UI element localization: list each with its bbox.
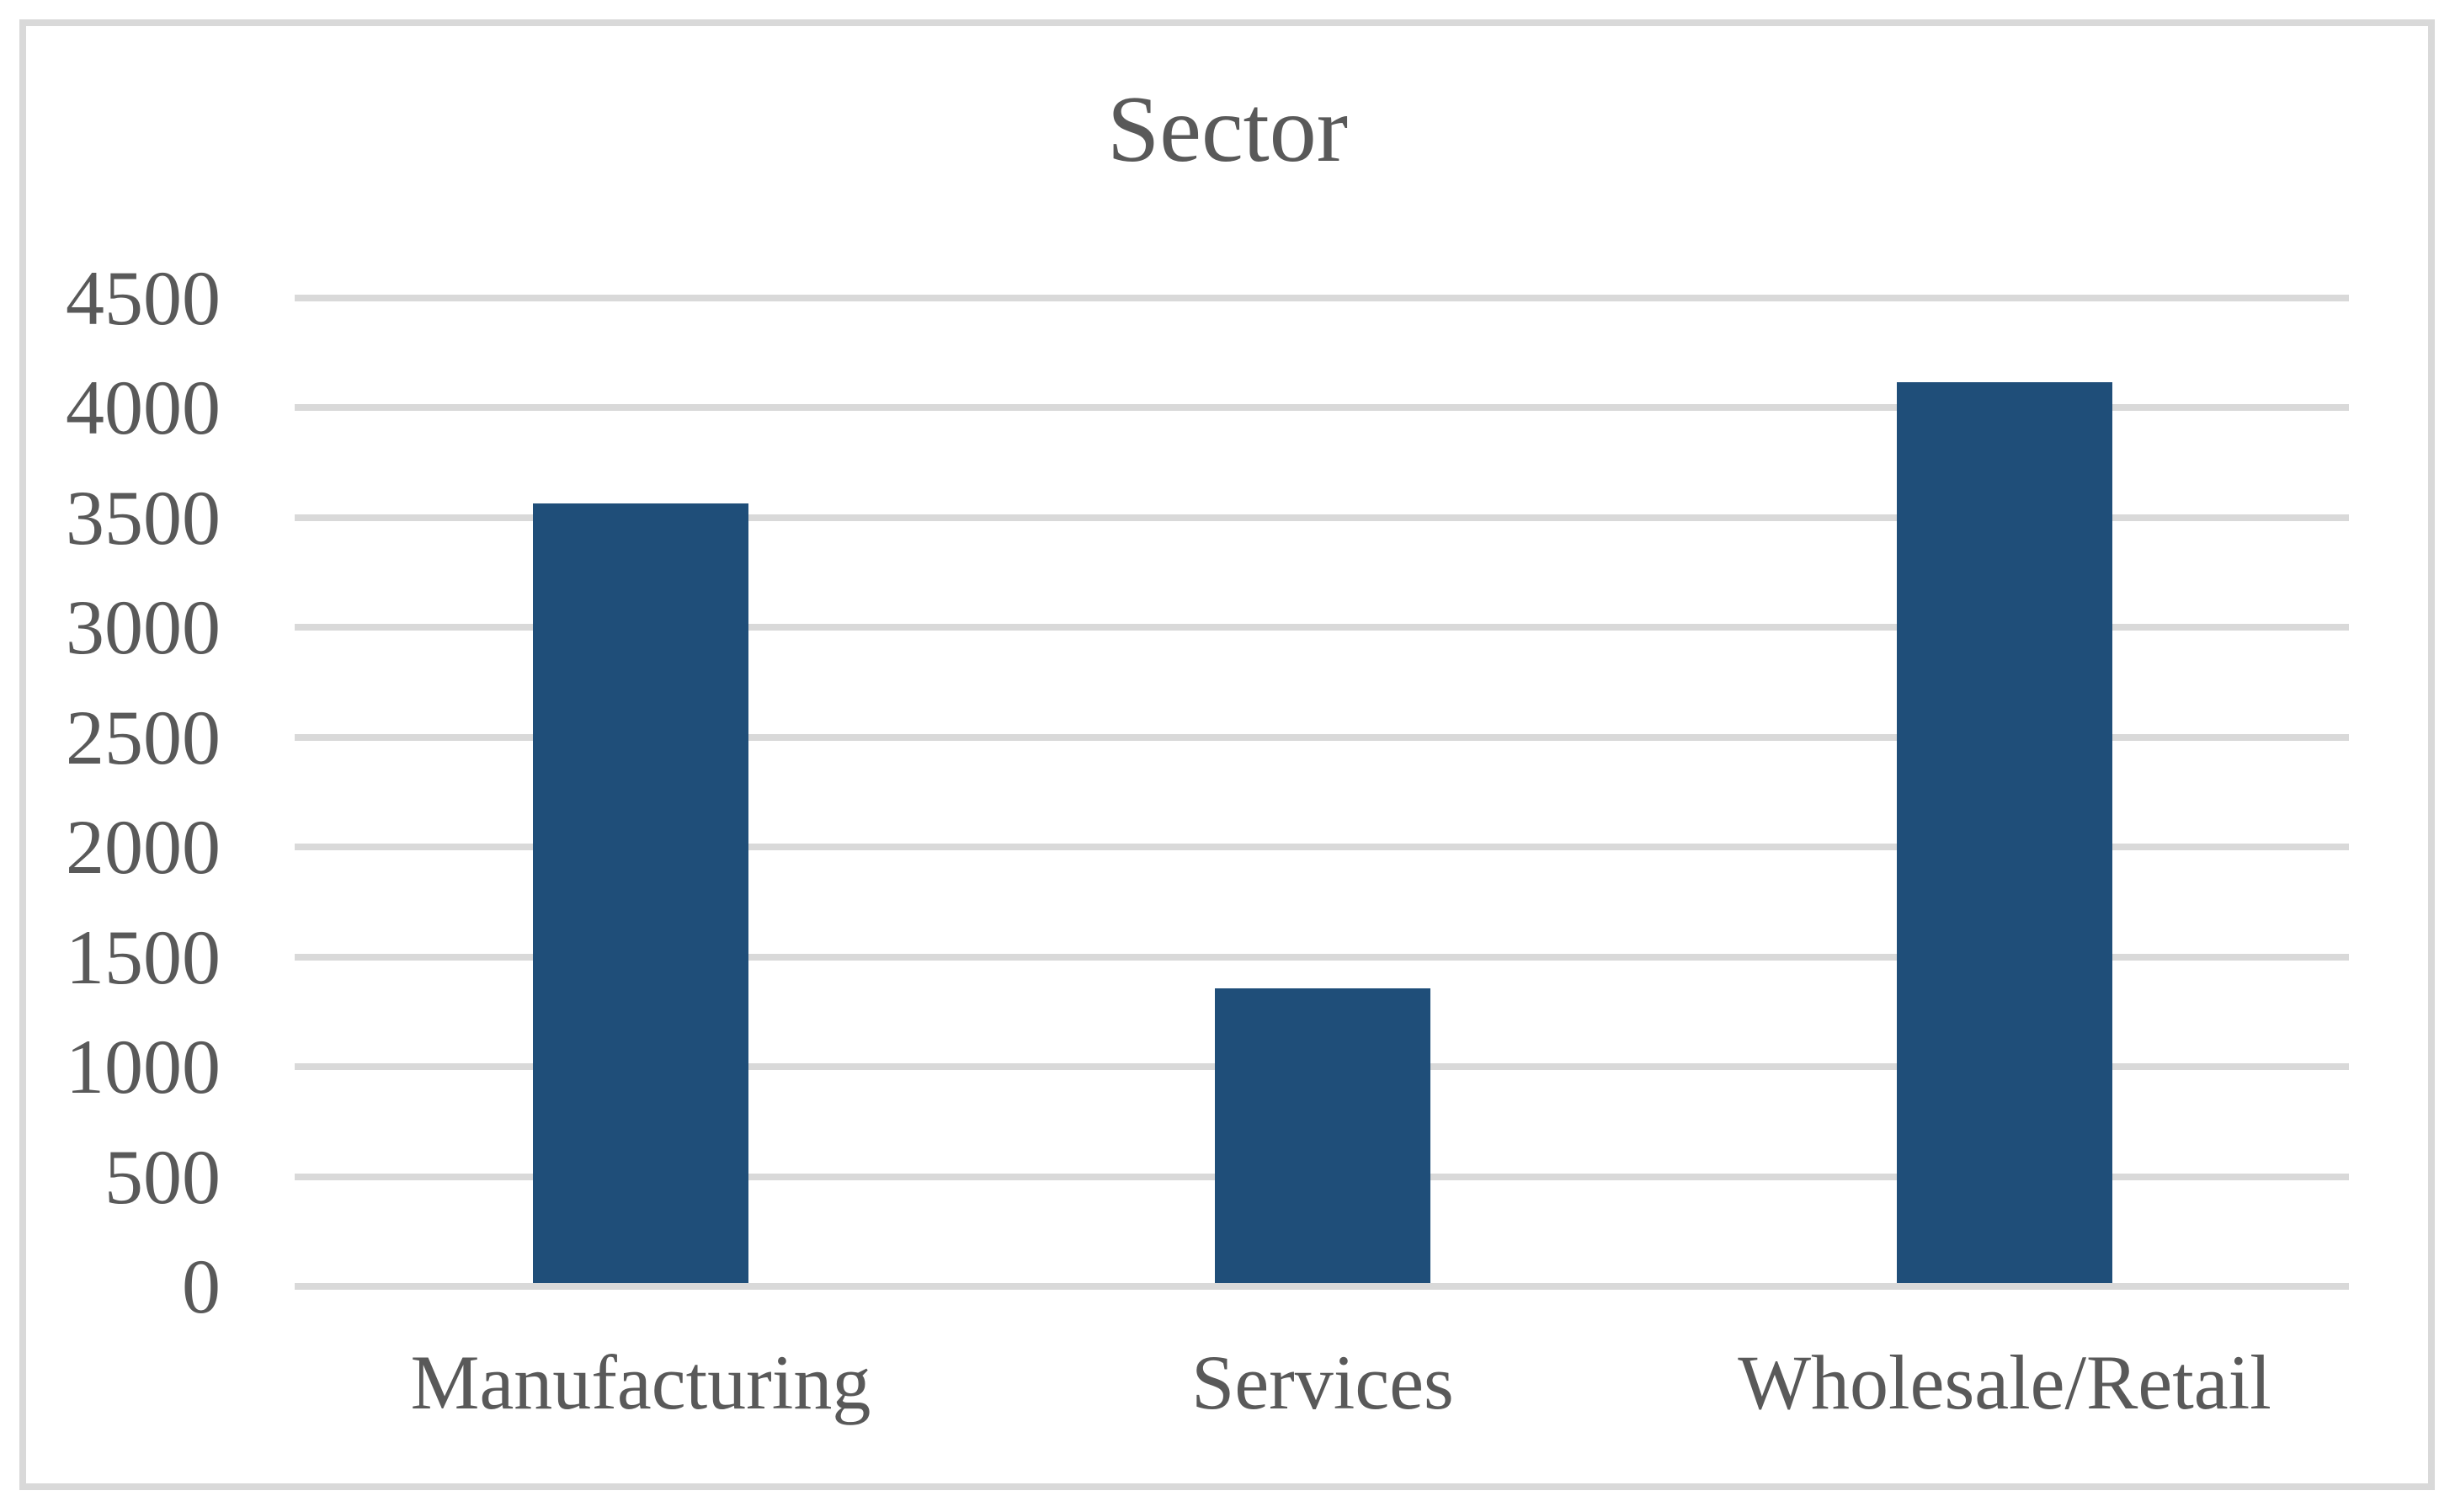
y-gridline: [317, 953, 2349, 961]
bar-wholesale-retail: [1897, 382, 2112, 1283]
y-axis-tick: [295, 844, 317, 851]
y-axis-tick-label: 2000: [66, 804, 221, 891]
y-gridline: [317, 844, 2349, 851]
y-axis-tick-label: 1500: [66, 913, 221, 1000]
y-axis-tick-label: 500: [104, 1133, 221, 1220]
y-axis-tick: [295, 404, 317, 412]
y-gridline: [317, 295, 2349, 301]
y-axis-tick: [295, 514, 317, 521]
y-axis-tick: [295, 624, 317, 631]
y-axis-tick-label: 4000: [66, 365, 221, 451]
bar-manufacturing: [533, 503, 748, 1283]
y-axis-tick-label: 2500: [66, 694, 221, 780]
bar-services: [1215, 988, 1430, 1283]
y-axis-tick: [295, 733, 317, 741]
y-gridline: [317, 624, 2349, 631]
y-gridline: [317, 514, 2349, 521]
y-axis-tick-label: 4500: [66, 255, 221, 341]
y-gridline: [317, 1283, 2349, 1290]
y-gridline: [317, 733, 2349, 741]
y-axis-tick-label: 0: [182, 1243, 221, 1329]
y-axis-tick-label: 1000: [66, 1024, 221, 1110]
y-axis-tick: [295, 953, 317, 961]
y-axis-tick: [295, 1063, 317, 1071]
chart-frame: [19, 19, 2435, 1490]
chart-title: Sector: [1106, 77, 1349, 182]
y-axis-tick: [295, 1173, 317, 1180]
x-axis-category-label: Wholesale/Retail: [1738, 1339, 2271, 1425]
y-axis-tick: [295, 295, 317, 301]
y-axis-tick-label: 3500: [66, 474, 221, 561]
y-axis-tick-label: 3000: [66, 584, 221, 671]
y-axis-tick: [295, 1283, 317, 1290]
y-gridline: [317, 404, 2349, 412]
x-axis-category-label: Manufacturing: [410, 1339, 871, 1425]
x-axis-category-label: Services: [1191, 1339, 1454, 1425]
